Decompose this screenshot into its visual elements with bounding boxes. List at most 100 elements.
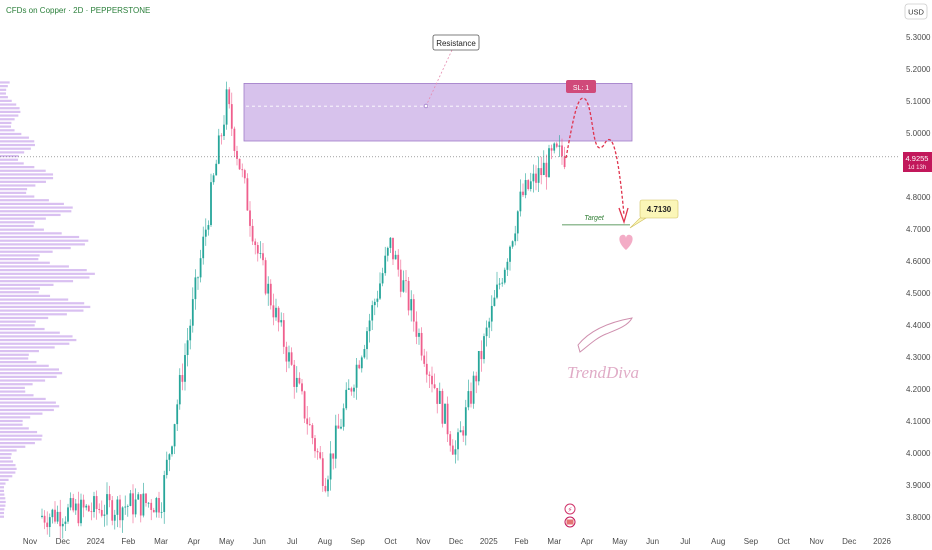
x-tick-label: 2026 [873, 537, 891, 546]
volume-profile-bar [0, 390, 26, 393]
candle-body [113, 514, 116, 521]
volume-profile-bar [0, 416, 31, 419]
volume-profile-bar [0, 250, 53, 253]
candle-body [516, 211, 519, 234]
candle-body [376, 298, 379, 302]
candle-body [373, 301, 376, 306]
candle-body [470, 391, 472, 404]
y-axis: 5.30005.20005.10005.00004.90004.80004.70… [900, 0, 932, 550]
candle-body [301, 383, 303, 392]
candle-body [501, 282, 504, 284]
candle-body [223, 124, 225, 137]
candle-body [345, 389, 348, 409]
candle-body [145, 493, 147, 504]
candle-body [126, 505, 129, 507]
candle-body [298, 377, 301, 384]
volume-profile-bar [0, 188, 28, 191]
volume-profile-bar [0, 261, 50, 264]
resistance-label: Resistance [436, 39, 476, 48]
candle-body [441, 390, 444, 424]
candle-body [262, 253, 264, 261]
candles [41, 81, 566, 539]
volume-profile-bar [0, 258, 39, 261]
candle-body [532, 173, 535, 182]
volume-profile-bar [0, 397, 46, 401]
volume-profile-bar [0, 217, 46, 220]
candle-body [168, 454, 171, 460]
volume-profile-bar [0, 438, 42, 441]
candle-body [64, 521, 67, 524]
candle-body [415, 321, 418, 337]
candle-body [353, 387, 355, 392]
volume-profile-bar [0, 361, 37, 364]
candle-body [350, 388, 353, 392]
volume-profile-bar [0, 202, 64, 205]
candle-body [48, 517, 51, 528]
volume-profile-bar [0, 180, 46, 183]
candle-body [173, 424, 176, 447]
candle-body [228, 89, 231, 105]
volume-profile-bar [0, 379, 46, 382]
candle-body [449, 434, 452, 446]
projected-arrowhead [618, 207, 629, 225]
candle-body [509, 246, 511, 262]
volume-profile-bar [0, 309, 84, 312]
currency-label: USD [908, 8, 924, 17]
candle-body [46, 522, 49, 528]
candle-body [542, 162, 545, 176]
volume-profile-bar [0, 154, 19, 158]
candle-body [256, 245, 259, 254]
candle-body [277, 307, 280, 323]
candle-body [394, 254, 397, 260]
flash-event-icon [564, 503, 576, 515]
candle-body [327, 479, 329, 492]
volume-profile-bar [0, 151, 25, 154]
candle-body [285, 346, 288, 362]
candle-body [142, 493, 145, 516]
target-label: Target [584, 215, 605, 222]
candle-body [186, 340, 189, 356]
candle-body [100, 509, 103, 516]
candle-body [160, 511, 163, 513]
target-value-box [639, 199, 679, 219]
watermark-text: TrendDiva [567, 363, 639, 382]
y-tick-label: 4.2000 [906, 385, 931, 394]
volume-profile-bar [0, 434, 43, 437]
candle-body [392, 237, 394, 260]
x-tick-label: 2024 [87, 537, 105, 546]
x-tick-label: Aug [711, 537, 725, 546]
candle-body [108, 494, 111, 501]
candle-body [93, 496, 95, 513]
candle-body [98, 508, 101, 510]
current-price-value: 4.9255 [906, 154, 929, 163]
volume-profile-bar [0, 302, 85, 305]
candle-body [194, 277, 197, 300]
volume-profile-bar [0, 460, 13, 463]
resistance-label-box [432, 34, 480, 51]
candle-body [189, 325, 192, 341]
volume-profile-bar [0, 305, 91, 309]
candle-body [282, 320, 285, 347]
candle-body [483, 336, 485, 360]
candle-body [316, 451, 319, 453]
candle-body [334, 425, 337, 459]
candle-body [537, 168, 540, 183]
candle-body [207, 225, 210, 230]
candle-body [506, 261, 509, 270]
x-tick-label: Jun [646, 537, 659, 546]
candle-body [43, 515, 46, 523]
x-tick-label: Dec [449, 537, 463, 546]
volume-profile-bar [0, 375, 57, 378]
volume-profile-bar [0, 235, 80, 239]
y-tick-label: 3.8000 [906, 513, 931, 522]
candle-body [363, 349, 366, 358]
x-tick-label: 2025 [480, 537, 498, 546]
candle-body [540, 168, 543, 176]
currency-button[interactable] [904, 3, 928, 20]
candle-body [358, 364, 361, 369]
candle-body [246, 178, 249, 211]
candle-body [295, 377, 298, 387]
candle-body [199, 258, 202, 278]
volume-profile-bar [0, 405, 60, 408]
volume-profile-bar [0, 342, 70, 345]
